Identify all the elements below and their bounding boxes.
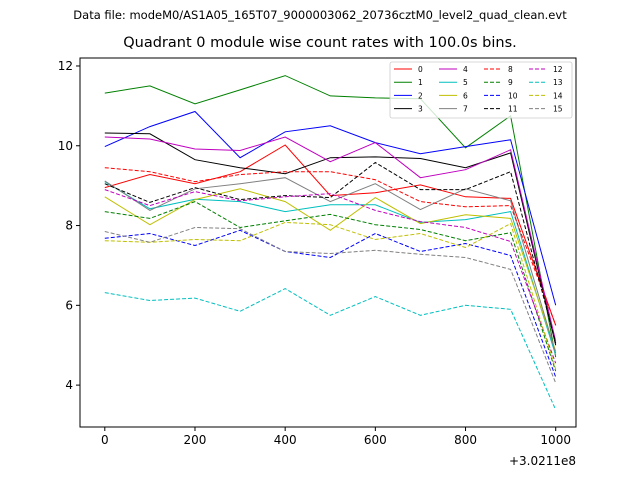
legend-label-13: 13 [553, 78, 563, 87]
series-line-9 [104, 201, 557, 372]
series-line-4 [104, 136, 557, 342]
series-line-15 [104, 226, 557, 384]
series-lines [104, 75, 557, 411]
legend-label-9: 9 [508, 78, 513, 87]
legend-label-11: 11 [508, 105, 518, 114]
legend-label-5: 5 [463, 78, 468, 87]
y-tick-label: 4 [65, 378, 73, 392]
legend-label-2: 2 [418, 91, 423, 100]
legend-label-15: 15 [553, 105, 563, 114]
series-line-13 [104, 288, 557, 411]
x-tick-label: 800 [454, 433, 477, 447]
x-tick-label: 600 [364, 433, 387, 447]
y-tick-label: 8 [65, 219, 73, 233]
data-file-label: Data file: modeM0/AS1A05_165T07_90000030… [73, 8, 567, 22]
y-tick-label: 12 [58, 59, 73, 73]
legend-box [389, 61, 573, 119]
series-line-6 [104, 188, 557, 352]
legend-label-1: 1 [418, 78, 423, 87]
y-tick-label: 6 [65, 298, 73, 312]
legend-label-12: 12 [553, 65, 563, 74]
legend-label-4: 4 [463, 65, 468, 74]
series-line-1 [104, 75, 557, 358]
chart-title: Quadrant 0 module wise count rates with … [123, 35, 517, 51]
plot-frame [79, 57, 577, 428]
x-tick-label: 200 [184, 433, 207, 447]
series-line-5 [104, 181, 557, 356]
series-line-8 [104, 167, 557, 326]
series-line-12 [104, 189, 557, 364]
legend-label-7: 7 [463, 105, 468, 114]
legend-label-8: 8 [508, 65, 513, 74]
legend-label-6: 6 [463, 91, 468, 100]
x-tick-label: 400 [274, 433, 297, 447]
legend-label-3: 3 [418, 105, 423, 114]
series-line-2 [104, 110, 557, 306]
x-offset-label: +3.0211e8 [509, 454, 576, 468]
series-line-14 [104, 221, 557, 370]
legend-label-10: 10 [508, 91, 518, 100]
legend-label-14: 14 [553, 91, 563, 100]
y-axis-ticks: 4 6 8 10 12 [58, 59, 80, 392]
x-tick-label: 0 [101, 433, 109, 447]
series-line-10 [104, 229, 557, 378]
x-axis-ticks: 0 200 400 600 800 1000 [101, 427, 571, 447]
series-line-0 [104, 144, 557, 326]
x-tick-label: 1000 [540, 433, 571, 447]
legend-label-0: 0 [418, 65, 423, 74]
series-line-11 [104, 161, 557, 344]
y-tick-label: 10 [58, 139, 73, 153]
